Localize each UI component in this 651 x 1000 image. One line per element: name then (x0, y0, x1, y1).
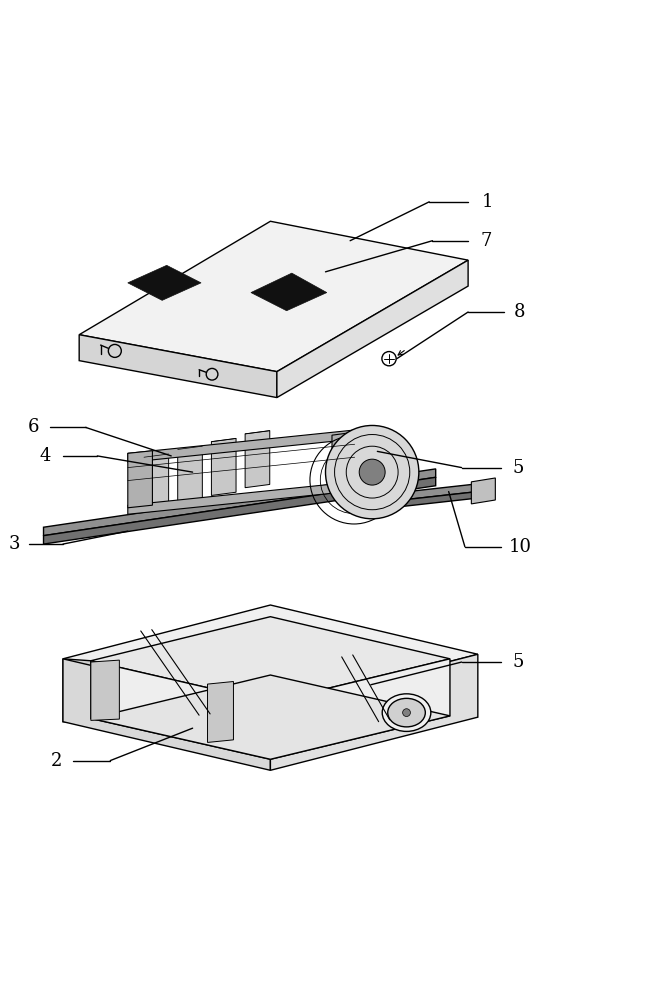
Circle shape (402, 709, 410, 717)
Polygon shape (63, 659, 270, 770)
Polygon shape (471, 478, 495, 504)
Polygon shape (79, 221, 468, 372)
Polygon shape (251, 273, 327, 311)
Text: 2: 2 (51, 752, 62, 770)
Polygon shape (245, 431, 270, 488)
Text: 8: 8 (514, 303, 526, 321)
Polygon shape (63, 659, 91, 724)
Polygon shape (144, 454, 169, 511)
Polygon shape (44, 469, 436, 536)
Polygon shape (128, 265, 201, 300)
Text: 3: 3 (8, 535, 20, 553)
Polygon shape (128, 451, 152, 508)
Circle shape (326, 425, 419, 519)
Ellipse shape (388, 698, 425, 727)
Polygon shape (212, 438, 236, 495)
Text: 7: 7 (480, 232, 492, 250)
Polygon shape (270, 654, 478, 770)
Polygon shape (128, 430, 355, 462)
Text: 1: 1 (482, 193, 493, 211)
Text: 6: 6 (28, 418, 40, 436)
Polygon shape (208, 682, 234, 742)
Polygon shape (91, 617, 450, 702)
Polygon shape (178, 446, 202, 503)
Polygon shape (79, 335, 277, 398)
Polygon shape (270, 659, 450, 759)
Polygon shape (91, 675, 450, 759)
Text: 5: 5 (512, 653, 523, 671)
Polygon shape (128, 482, 355, 514)
Polygon shape (277, 260, 468, 398)
Text: 5: 5 (512, 459, 523, 477)
Polygon shape (391, 492, 478, 508)
Circle shape (359, 459, 385, 485)
Polygon shape (63, 605, 478, 707)
Polygon shape (44, 477, 436, 544)
Ellipse shape (382, 694, 431, 731)
Text: 4: 4 (40, 447, 51, 465)
Polygon shape (332, 432, 357, 490)
Polygon shape (91, 660, 119, 720)
Polygon shape (391, 484, 478, 501)
Text: 10: 10 (508, 538, 531, 556)
Polygon shape (91, 661, 270, 759)
